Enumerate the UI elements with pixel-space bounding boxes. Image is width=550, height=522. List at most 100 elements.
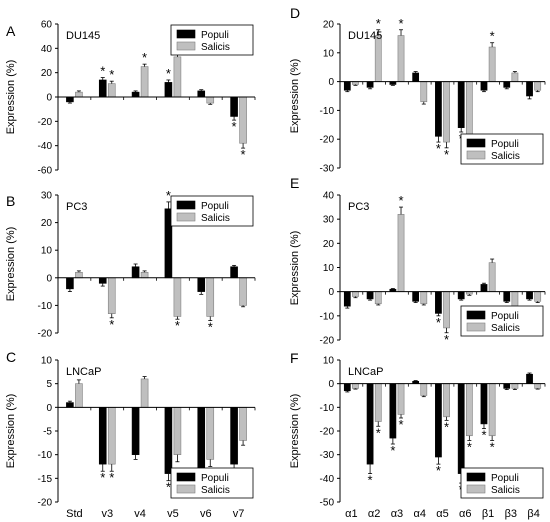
bar-populi xyxy=(503,81,511,88)
bar-salicis xyxy=(465,383,473,437)
bar-populi xyxy=(457,383,465,474)
significance-star: * xyxy=(109,470,114,485)
x-category-label: α4 xyxy=(413,508,425,520)
bar-populi xyxy=(98,79,107,98)
legend-swatch xyxy=(176,212,196,222)
bar-salicis xyxy=(140,378,149,408)
bar-populi xyxy=(343,291,351,307)
bar-salicis xyxy=(488,46,496,82)
y-tick-label: -30 xyxy=(320,450,335,461)
bar-populi xyxy=(435,383,442,458)
bar-salicis xyxy=(107,407,116,465)
bar-populi xyxy=(197,277,206,292)
bar-salicis xyxy=(534,291,542,302)
bar-salicis xyxy=(206,277,215,317)
x-category-label: β4 xyxy=(527,508,539,520)
bar-populi xyxy=(164,82,173,98)
bar-populi xyxy=(66,402,74,408)
bar-populi xyxy=(66,96,74,103)
bar-salicis xyxy=(511,72,519,82)
x-category-label: β3 xyxy=(505,508,517,520)
bar-populi xyxy=(435,81,442,137)
y-tick-label: 20 xyxy=(41,68,53,79)
y-tick-label: 20 xyxy=(323,20,335,31)
bar-salicis xyxy=(443,81,450,143)
legend-swatch xyxy=(466,484,486,494)
y-tick-label: -30 xyxy=(320,164,335,175)
significance-star: * xyxy=(175,318,180,333)
y-tick-label: -20 xyxy=(38,117,53,128)
y-tick-label: 10 xyxy=(323,263,335,274)
bar-populi xyxy=(98,277,107,284)
significance-star: * xyxy=(398,193,403,208)
panel-letter: B xyxy=(6,193,15,209)
bar-populi xyxy=(131,407,140,455)
y-tick-label: 40 xyxy=(41,44,53,55)
y-tick-label: -20 xyxy=(320,135,335,146)
bar-populi xyxy=(230,266,238,279)
significance-star: * xyxy=(109,67,114,82)
bar-salicis xyxy=(75,383,83,408)
bar-salicis xyxy=(397,383,405,415)
legend-swatch xyxy=(466,138,486,148)
y-tick-label: -50 xyxy=(320,498,335,509)
bar-salicis xyxy=(420,383,428,396)
bar-populi xyxy=(389,383,397,439)
y-axis-label: Expression (%) xyxy=(5,227,17,302)
x-category-label: v6 xyxy=(200,508,212,520)
bar-salicis xyxy=(488,383,496,437)
bar-populi xyxy=(480,81,488,91)
legend-swatch xyxy=(176,29,196,39)
y-tick-label: -20 xyxy=(38,329,53,340)
significance-star: * xyxy=(436,141,441,156)
bar-salicis xyxy=(443,291,450,329)
bar-salicis xyxy=(397,214,405,292)
cell-line-label: LNCaP xyxy=(66,366,101,378)
panel-letter: C xyxy=(6,349,16,365)
x-category-label: α5 xyxy=(436,508,448,520)
bar-populi xyxy=(412,291,420,302)
y-tick-label: 20 xyxy=(41,218,53,229)
significance-star: * xyxy=(481,428,486,443)
bar-populi xyxy=(66,277,74,290)
significance-star: * xyxy=(467,439,472,454)
panel-letter: F xyxy=(290,350,299,366)
significance-star: * xyxy=(490,29,495,44)
significance-star: * xyxy=(444,332,449,347)
legend-swatch xyxy=(176,484,196,494)
x-category-label: β1 xyxy=(482,508,494,520)
x-category-label: α2 xyxy=(368,508,380,520)
bar-salicis xyxy=(173,407,182,455)
legend-label: Salicis xyxy=(201,485,230,496)
legend-swatch xyxy=(176,472,196,482)
bar-populi xyxy=(526,373,533,384)
legend-label: Salicis xyxy=(491,323,520,334)
bar-salicis xyxy=(397,35,405,82)
panel-letter: E xyxy=(290,175,299,191)
y-tick-label: 10 xyxy=(41,246,53,257)
y-tick-label: 30 xyxy=(41,191,53,202)
y-tick-label: -20 xyxy=(320,336,335,347)
bar-populi xyxy=(366,291,374,300)
bar-populi xyxy=(230,96,238,117)
y-tick-label: -10 xyxy=(320,403,335,414)
bar-populi xyxy=(366,81,374,88)
bar-populi xyxy=(197,90,206,98)
legend-swatch xyxy=(176,41,196,51)
x-category-label: v3 xyxy=(101,508,113,520)
cell-line-label: PC3 xyxy=(66,201,87,213)
legend-swatch xyxy=(466,322,486,332)
bar-salicis xyxy=(488,262,496,292)
legend-swatch xyxy=(466,472,486,482)
x-category-label: v4 xyxy=(134,508,146,520)
bar-populi xyxy=(435,291,442,314)
bar-salicis xyxy=(239,407,247,441)
legend-swatch xyxy=(176,200,196,210)
bar-populi xyxy=(526,291,533,300)
bar-salicis xyxy=(239,277,247,306)
